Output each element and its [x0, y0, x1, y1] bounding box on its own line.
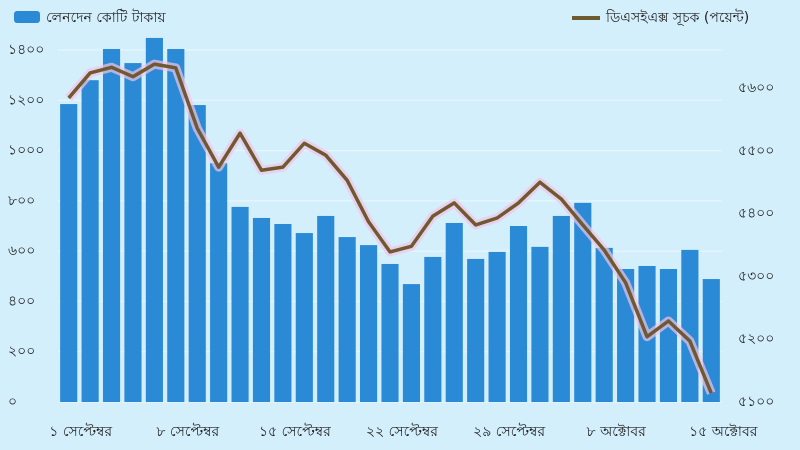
y-tick-label: ১২০০	[8, 92, 44, 108]
bar	[467, 258, 485, 402]
bar	[102, 48, 121, 402]
x-tick-label: ৮ সেপ্টেম্বর	[156, 423, 219, 440]
bar	[360, 245, 378, 402]
y2-tick-label: ৫৫০০	[738, 143, 774, 159]
bar	[145, 37, 163, 402]
bar	[124, 63, 142, 403]
bar	[167, 48, 185, 402]
bar	[574, 202, 592, 402]
y-tick-label: ২০০	[8, 344, 35, 360]
y2-tick-label: ৫৪০০	[738, 206, 774, 222]
legend-swatch-bar	[14, 11, 40, 23]
bar	[681, 249, 699, 402]
bar	[274, 223, 292, 402]
y2-tick-label: ৫১০০	[738, 394, 774, 410]
bar	[231, 206, 249, 402]
bar	[338, 237, 356, 402]
bar	[252, 217, 271, 402]
y-tick-label: ১৪০০	[8, 42, 44, 58]
y-tick-label: ০	[8, 394, 17, 410]
bar	[659, 268, 678, 402]
bar	[531, 246, 549, 402]
y-tick-label: ১০০০	[8, 143, 44, 159]
bar	[381, 263, 399, 402]
bar	[295, 233, 313, 402]
bar	[445, 222, 463, 402]
legend-label: লেনদেন কোটি টাকায়	[46, 9, 166, 26]
bar	[488, 251, 506, 402]
bar	[210, 163, 228, 402]
x-tick-label: ২৯ সেপ্টেম্বর	[473, 423, 545, 440]
x-tick-label: ১৫ অক্টোবর	[689, 424, 758, 440]
bar	[595, 247, 613, 402]
line	[67, 62, 713, 394]
bar	[424, 256, 442, 402]
bar	[317, 215, 335, 402]
y2-tick-label: ৫২০০	[738, 331, 774, 347]
x-tick-label: ১ সেপ্টেম্বর	[49, 423, 112, 440]
x-tick-label: ১৫ সেপ্টেম্বর	[259, 423, 331, 440]
y-tick-label: ৮০০	[8, 193, 35, 209]
legend-label: ডিএসইএক্স সূচক (পয়েন্ট)	[605, 9, 749, 26]
y-tick-label: ৬০০	[8, 243, 35, 259]
y2-tick-label: ৫৬০০	[738, 80, 774, 96]
x-tick-label: ৮ অক্টোবর	[587, 424, 647, 440]
bar	[402, 284, 420, 402]
bar	[509, 226, 528, 402]
y-tick-label: ৪০০	[8, 293, 35, 309]
bar	[60, 104, 78, 403]
x-tick-label: ২২ সেপ্টেম্বর	[366, 423, 438, 440]
y2-tick-label: ৫৩০০	[738, 268, 774, 284]
bar	[188, 105, 206, 402]
bar	[81, 80, 99, 403]
bar	[552, 215, 570, 402]
